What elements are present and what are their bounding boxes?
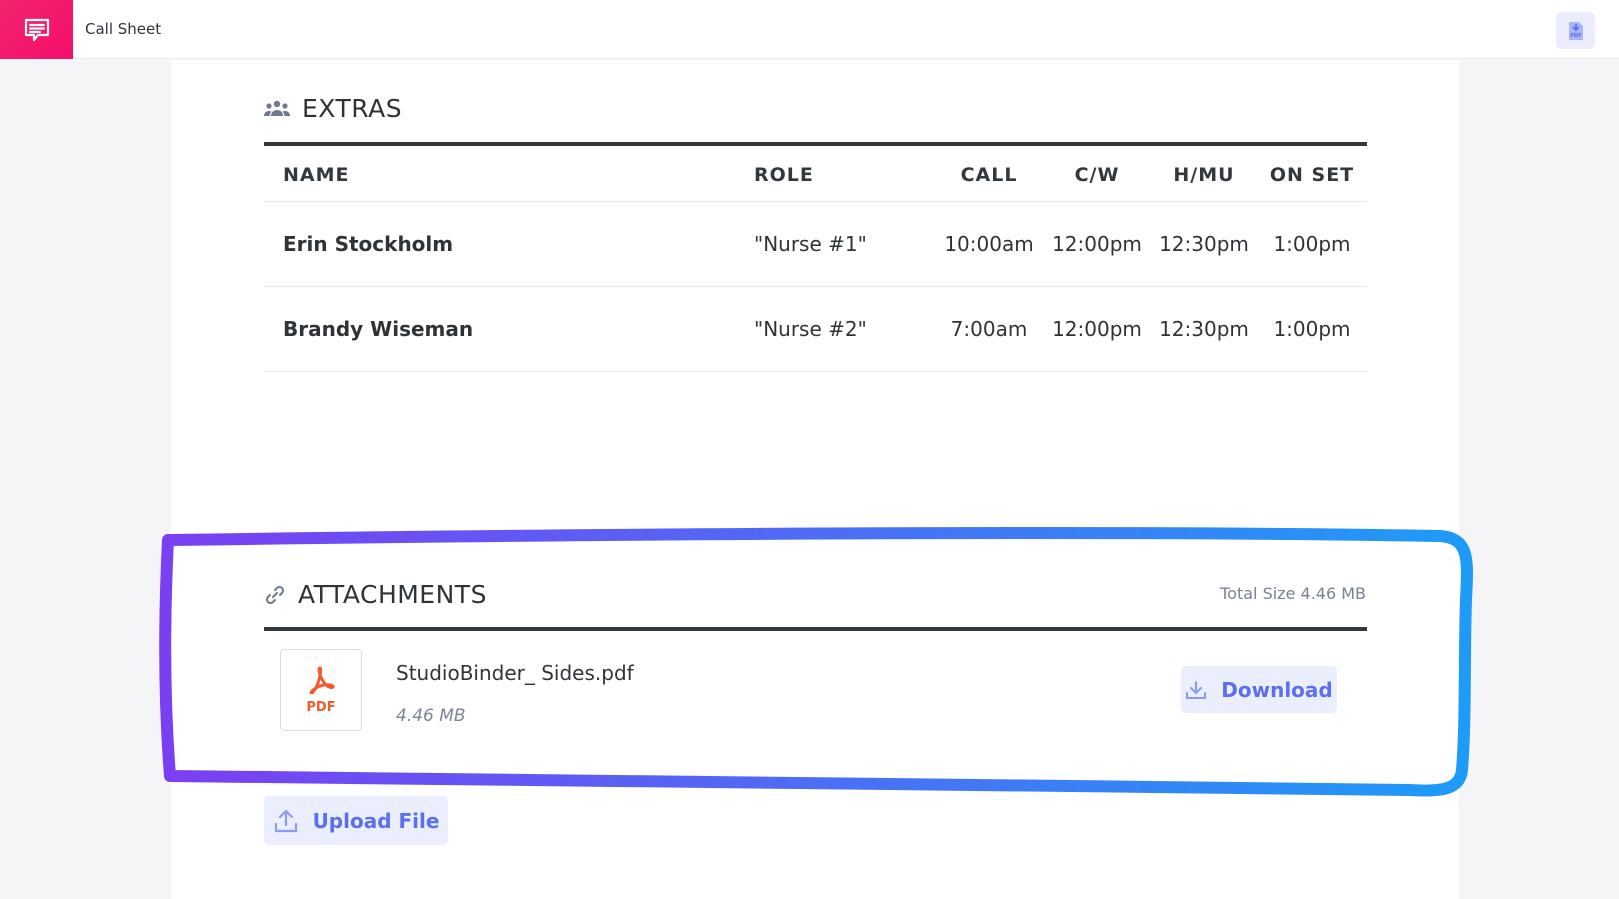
extra-onset: 1:00pm [1273, 317, 1351, 341]
group-icon [264, 100, 290, 116]
file-size: 4.46 MB [396, 706, 466, 726]
divider [264, 142, 1367, 146]
col-onset[interactable]: ON SET [1269, 164, 1355, 186]
divider [264, 371, 1367, 372]
extra-role: "Nurse #1" [754, 232, 867, 256]
col-role[interactable]: ROLE [754, 164, 814, 186]
app-title: Call Sheet [85, 20, 162, 38]
download-label: Download [1221, 677, 1333, 702]
file-thumbnail[interactable]: PDF [280, 649, 362, 731]
export-pdf-button[interactable]: PDF [1556, 12, 1595, 49]
file-name[interactable]: StudioBinder_ Sides.pdf [396, 661, 634, 685]
adobe-pdf-icon [309, 666, 335, 694]
total-size: Total Size 4.46 MB [1220, 584, 1366, 603]
extra-hmu: 12:30pm [1159, 232, 1249, 256]
divider [264, 201, 1367, 202]
download-icon [1186, 680, 1207, 699]
link-icon [265, 585, 285, 604]
extra-onset: 1:00pm [1273, 232, 1351, 256]
top-bar: Call Sheet PDF [0, 0, 1619, 59]
file-type-label: PDF [306, 699, 336, 715]
divider [264, 627, 1367, 631]
upload-icon [274, 809, 297, 832]
extra-call: 10:00am [944, 232, 1034, 256]
extra-hmu: 12:30pm [1159, 317, 1249, 341]
col-cw[interactable]: C/W [1074, 164, 1120, 186]
extra-name: Brandy Wiseman [283, 317, 474, 341]
col-name[interactable]: NAME [283, 164, 350, 186]
extra-call: 7:00am [950, 317, 1028, 341]
app-logo[interactable] [0, 0, 73, 59]
extra-cw: 12:00pm [1052, 317, 1142, 341]
divider [264, 286, 1367, 287]
attachments-title: ATTACHMENTS [298, 580, 487, 609]
svg-text:PDF: PDF [1570, 33, 1581, 39]
content-panel [171, 60, 1459, 899]
col-call[interactable]: CALL [960, 164, 1018, 186]
upload-file-button[interactable]: Upload File [264, 796, 448, 845]
extra-cw: 12:00pm [1052, 232, 1142, 256]
pdf-download-icon: PDF [1568, 21, 1583, 40]
col-hmu[interactable]: H/MU [1173, 164, 1235, 186]
upload-label: Upload File [312, 808, 440, 833]
chat-bubble-icon [24, 18, 49, 41]
extra-role: "Nurse #2" [754, 317, 867, 341]
extras-heading: EXTRAS [264, 94, 402, 123]
attachments-heading: ATTACHMENTS [264, 580, 487, 609]
extra-name: Erin Stockholm [283, 232, 454, 256]
download-button[interactable]: Download [1181, 666, 1337, 713]
extras-title: EXTRAS [302, 94, 403, 123]
